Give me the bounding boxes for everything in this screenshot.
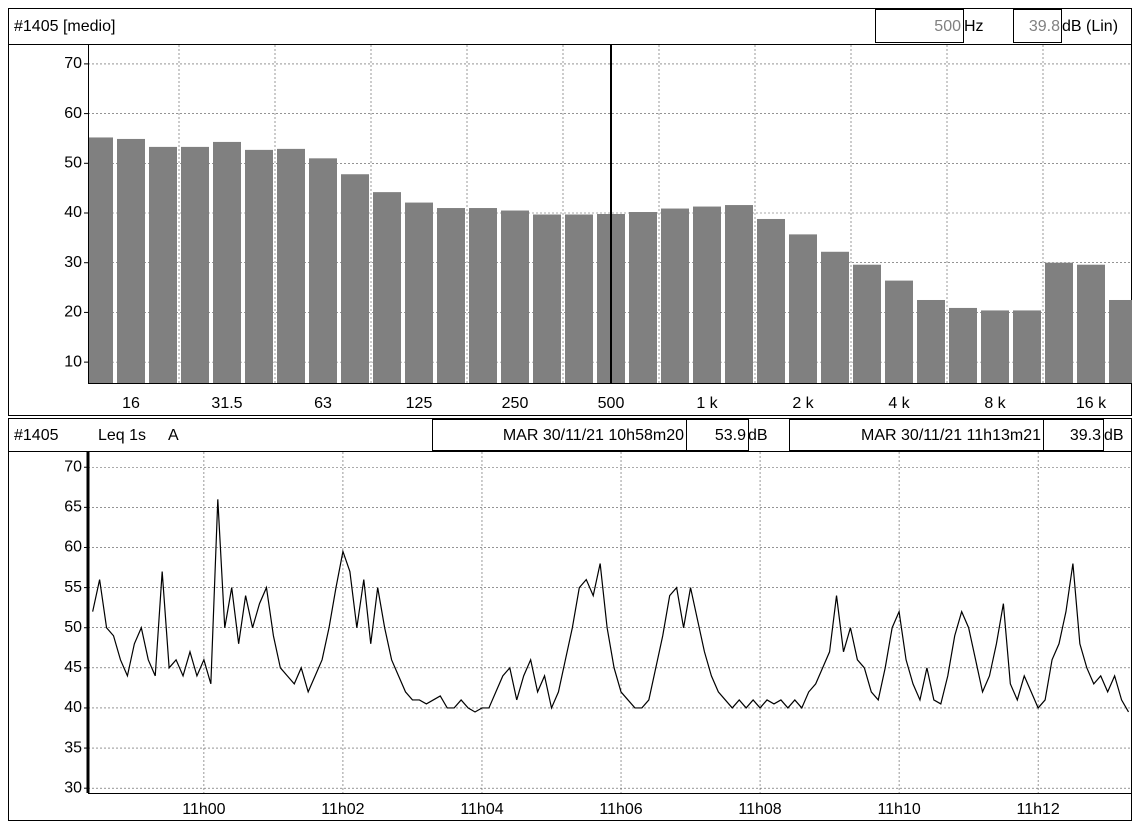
x-tick-label: 16 k (1076, 395, 1107, 412)
y-tick-label: 20 (64, 304, 82, 321)
bar (533, 214, 561, 383)
x-tick-label: 11h12 (1016, 801, 1059, 818)
x-tick-label: 8 k (984, 395, 1006, 412)
x-tick-label: 11h00 (182, 801, 225, 818)
bar (341, 174, 369, 383)
plot-area (88, 452, 1132, 793)
cursor-frequency: 500 (934, 18, 961, 35)
bar (1077, 264, 1105, 383)
header-source: #1405 (14, 427, 59, 444)
bar (245, 149, 273, 383)
bar (469, 208, 497, 383)
x-tick-label: 2 k (792, 395, 814, 412)
bar (853, 264, 881, 383)
bar (117, 138, 145, 383)
plot-area (88, 45, 1132, 383)
bar (1045, 262, 1073, 383)
bar (181, 146, 209, 383)
start-time: MAR 30/11/21 10h58m20 (503, 427, 684, 444)
y-tick-label: 50 (64, 619, 82, 636)
frequency-unit: Hz (964, 18, 984, 35)
y-tick-label: 60 (64, 539, 82, 556)
y-tick-label: 40 (64, 699, 82, 716)
bar (661, 208, 689, 383)
freq-box (875, 9, 964, 43)
level-box (1013, 9, 1062, 43)
bar (885, 280, 913, 383)
bar (213, 141, 241, 383)
y-tick-label: 70 (64, 55, 82, 72)
y-tick-label: 55 (64, 579, 82, 596)
x-tick-label: 63 (314, 395, 332, 412)
bar (821, 251, 849, 383)
bar (757, 218, 785, 383)
end-level-box (1043, 419, 1104, 451)
bar (149, 146, 177, 383)
bar (789, 234, 817, 383)
x-tick-label: 11h04 (460, 801, 503, 818)
x-tick-label: 4 k (888, 395, 910, 412)
x-tick-label: 31.5 (211, 395, 242, 412)
y-tick-label: 60 (64, 105, 82, 122)
start-level-box (686, 419, 749, 451)
y-tick-label: 30 (64, 254, 82, 271)
x-tick-label: 11h06 (599, 801, 642, 818)
bar (277, 148, 305, 383)
end-unit: dB (1104, 427, 1124, 444)
y-tick-label: 35 (64, 739, 82, 756)
x-tick-label: 11h08 (738, 801, 781, 818)
y-tick-label: 70 (64, 458, 82, 475)
header-source: #1405 [medio] (14, 18, 115, 35)
bar (949, 307, 977, 383)
bar (725, 205, 753, 383)
bar (565, 214, 593, 383)
y-tick-label: 65 (64, 499, 82, 516)
end-time: MAR 30/11/21 11h13m21 (861, 427, 1041, 444)
bar (693, 206, 721, 383)
bar (1013, 310, 1041, 383)
bar (629, 212, 657, 383)
cursor-level: 39.8 (1029, 18, 1060, 35)
bar (309, 158, 337, 383)
x-tick-label: 11h10 (877, 801, 920, 818)
x-tick-label: 125 (406, 395, 433, 412)
y-tick-label: 45 (64, 659, 82, 676)
line-series (92, 499, 1130, 713)
x-tick-label: 250 (502, 395, 529, 412)
y-tick-label: 40 (64, 204, 82, 221)
bar (1109, 299, 1132, 383)
header-weighting: A (168, 427, 179, 444)
end-level: 39.3 (1070, 427, 1101, 444)
bar (373, 192, 401, 383)
start-level: 53.9 (715, 427, 746, 444)
bar (437, 208, 465, 383)
start-unit: dB (748, 427, 768, 444)
x-tick-label: 11h02 (321, 801, 364, 818)
y-tick-label: 30 (64, 779, 82, 796)
y-tick-label: 10 (64, 353, 82, 370)
y-tick-label: 50 (64, 155, 82, 172)
bar (405, 202, 433, 383)
x-tick-label: 16 (122, 395, 140, 412)
level-unit: dB (Lin) (1062, 18, 1118, 35)
x-tick-label: 1 k (696, 395, 718, 412)
x-tick-label: 500 (598, 395, 625, 412)
bar (981, 310, 1009, 383)
bar (88, 137, 113, 383)
header-measure: Leq 1s (98, 427, 146, 444)
bar (917, 299, 945, 383)
bar (501, 210, 529, 383)
